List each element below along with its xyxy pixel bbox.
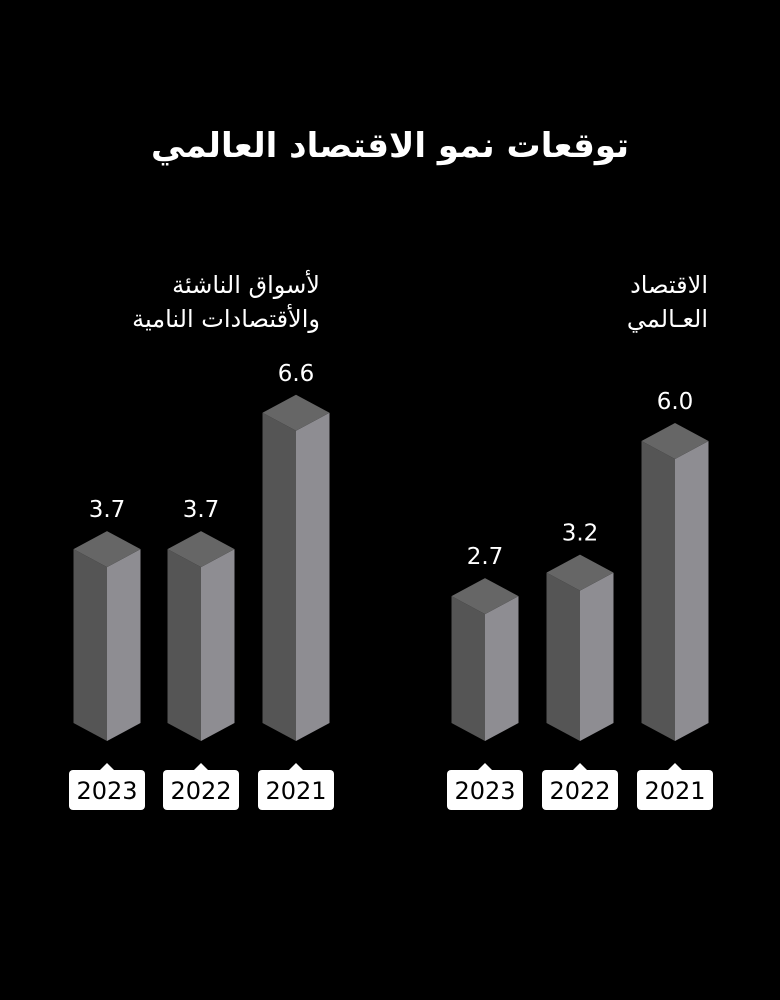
bar-value-label: 2.7 <box>467 544 504 570</box>
year-label: 2023 <box>76 777 137 805</box>
year-box <box>69 770 145 810</box>
bar-column: 6.6 2021 <box>258 361 334 810</box>
bar-column: 3.7 2023 <box>69 497 145 810</box>
chart-title: توقعات نمو الاقتصاد العالمي <box>150 126 630 166</box>
bar-top-face <box>546 554 614 591</box>
group-label-line2: العـالمي <box>626 305 708 333</box>
year-label: 2023 <box>454 777 515 805</box>
bar-left-face <box>451 596 485 741</box>
bar-value-label: 3.7 <box>183 497 220 523</box>
group-label-world: الاقتصاد العـالمي <box>560 268 708 336</box>
bar-value-label: 3.2 <box>562 521 599 547</box>
bar-left-face <box>641 441 675 741</box>
year-box-pointer <box>100 763 114 770</box>
bar-right-face <box>675 441 709 741</box>
bar-value-label: 6.0 <box>657 389 694 415</box>
bar-column: 3.7 2022 <box>163 497 239 810</box>
bar-right-face <box>201 549 235 741</box>
bar-left-face <box>167 549 201 741</box>
year-box-pointer <box>194 763 208 770</box>
year-box-pointer <box>668 763 682 770</box>
bar-column: 3.2 2022 <box>542 521 618 810</box>
bar-left-face <box>546 572 580 741</box>
year-label: 2021 <box>265 777 326 805</box>
bar-column: 6.0 2021 <box>637 389 713 810</box>
year-box <box>447 770 523 810</box>
year-label: 2022 <box>170 777 231 805</box>
group-label-line1: لأسواق الناشئة <box>172 271 320 299</box>
group-label-emerging: لأسواق الناشئة والأقتصادات النامية <box>90 268 320 336</box>
bar-left-face <box>262 412 296 741</box>
bar-top-face <box>451 578 519 615</box>
group-label-line2: والأقتصادات النامية <box>132 305 320 333</box>
bar-top-face <box>167 531 235 568</box>
year-box <box>258 770 334 810</box>
year-box <box>163 770 239 810</box>
bar-right-face <box>107 549 141 741</box>
year-box <box>542 770 618 810</box>
bar-right-face <box>580 572 614 741</box>
bar-right-face <box>485 596 519 741</box>
group-label-line1: الاقتصاد <box>630 271 708 299</box>
bar-column: 2.7 2023 <box>447 544 523 810</box>
year-box-pointer <box>289 763 303 770</box>
bar-top-face <box>73 531 141 568</box>
bar-left-face <box>73 549 107 741</box>
year-box-pointer <box>478 763 492 770</box>
year-box <box>637 770 713 810</box>
bar-value-label: 3.7 <box>89 497 126 523</box>
bar-right-face <box>296 412 330 741</box>
year-label: 2022 <box>549 777 610 805</box>
year-label: 2021 <box>644 777 705 805</box>
bar-value-label: 6.6 <box>278 361 315 387</box>
bar-top-face <box>641 423 709 459</box>
year-box-pointer <box>573 763 587 770</box>
bar-top-face <box>262 394 330 431</box>
